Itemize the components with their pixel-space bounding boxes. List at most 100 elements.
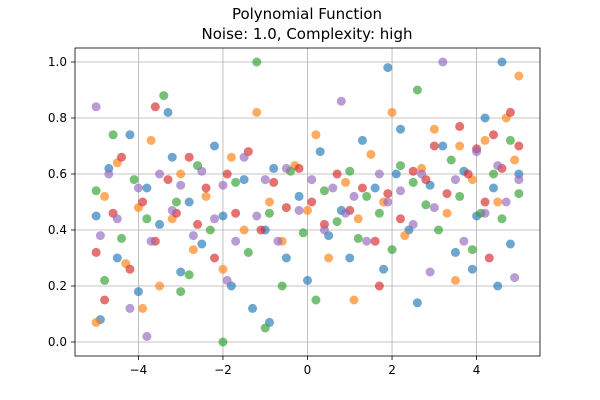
data-point xyxy=(95,231,105,241)
data-point xyxy=(514,141,524,151)
data-point xyxy=(159,91,169,101)
data-point xyxy=(138,197,148,207)
data-point xyxy=(91,186,101,196)
data-point xyxy=(324,253,334,263)
data-point xyxy=(91,102,101,112)
y-tick-label: 0.4 xyxy=(48,223,67,237)
data-point xyxy=(417,169,427,179)
data-point xyxy=(269,163,279,173)
data-point xyxy=(294,191,304,201)
data-point xyxy=(362,191,372,201)
data-point xyxy=(357,135,367,145)
data-point xyxy=(315,147,325,157)
data-point xyxy=(155,281,165,291)
data-point xyxy=(353,233,363,243)
data-point xyxy=(218,264,228,274)
data-point xyxy=(396,124,405,134)
data-point xyxy=(142,331,152,341)
data-point xyxy=(142,214,152,224)
data-point xyxy=(281,253,291,263)
data-point xyxy=(497,214,507,224)
axis-ticks: −4 −2 0 2 4 0.0 0.2 0.4 0.6 0.8 1.0 xyxy=(48,55,481,377)
data-point xyxy=(176,267,186,277)
data-point xyxy=(332,217,342,227)
data-point xyxy=(239,225,249,235)
data-point xyxy=(264,197,274,207)
data-point xyxy=(442,189,452,199)
data-point xyxy=(387,245,397,255)
y-tick-label: 0.2 xyxy=(48,279,67,293)
data-point xyxy=(391,169,401,179)
data-point xyxy=(489,169,498,179)
data-point xyxy=(480,113,490,123)
data-point xyxy=(425,267,435,277)
data-point xyxy=(510,155,520,165)
data-point xyxy=(438,57,448,67)
data-point xyxy=(231,236,241,246)
data-point xyxy=(383,197,393,207)
data-point xyxy=(184,270,194,280)
data-point xyxy=(117,233,126,243)
data-point xyxy=(133,183,143,193)
data-point xyxy=(239,175,249,185)
data-point xyxy=(252,107,262,117)
data-point xyxy=(374,169,384,179)
data-point xyxy=(142,183,152,193)
data-point xyxy=(480,197,490,207)
data-point xyxy=(341,208,351,218)
data-point xyxy=(396,186,405,196)
data-point xyxy=(345,253,355,263)
data-point xyxy=(396,214,405,224)
y-tick-label: 1.0 xyxy=(48,55,67,69)
data-point xyxy=(243,247,253,257)
data-point xyxy=(150,102,160,112)
data-point xyxy=(450,175,460,185)
data-point xyxy=(480,208,490,218)
data-point xyxy=(303,205,312,215)
data-point xyxy=(438,141,448,151)
chart-title: Polynomial Function xyxy=(232,5,382,23)
data-point xyxy=(260,175,270,185)
data-point xyxy=(455,121,465,131)
data-point xyxy=(294,163,304,173)
data-point xyxy=(264,208,274,218)
data-point xyxy=(408,219,418,229)
data-point xyxy=(429,141,439,151)
data-point xyxy=(298,228,308,238)
data-point xyxy=(146,236,156,246)
data-point xyxy=(277,281,287,291)
data-point xyxy=(133,287,143,297)
data-point xyxy=(129,175,139,185)
data-point xyxy=(463,169,473,179)
data-point xyxy=(307,197,317,207)
data-point xyxy=(446,155,456,165)
data-point xyxy=(226,152,236,162)
data-point xyxy=(155,219,165,229)
data-point xyxy=(412,85,422,95)
data-point xyxy=(349,295,359,305)
data-point xyxy=(434,225,444,235)
data-point xyxy=(294,205,304,215)
data-point xyxy=(218,211,228,221)
data-point xyxy=(222,275,232,285)
data-point xyxy=(100,191,110,201)
data-point xyxy=(218,337,228,347)
y-tick-label: 0.6 xyxy=(48,167,67,181)
data-point xyxy=(303,275,312,285)
data-point xyxy=(210,141,219,151)
data-point xyxy=(273,236,283,246)
data-point xyxy=(184,152,194,162)
data-point xyxy=(188,231,198,241)
data-point xyxy=(442,208,452,218)
data-point xyxy=(505,107,515,117)
data-point xyxy=(231,177,241,187)
data-point xyxy=(239,152,249,162)
data-point xyxy=(493,161,503,171)
data-point xyxy=(319,225,329,235)
data-point xyxy=(319,186,329,196)
data-point xyxy=(117,152,126,162)
data-point xyxy=(197,239,207,249)
data-point xyxy=(514,71,524,81)
data-point xyxy=(370,183,380,193)
data-point xyxy=(459,236,469,246)
